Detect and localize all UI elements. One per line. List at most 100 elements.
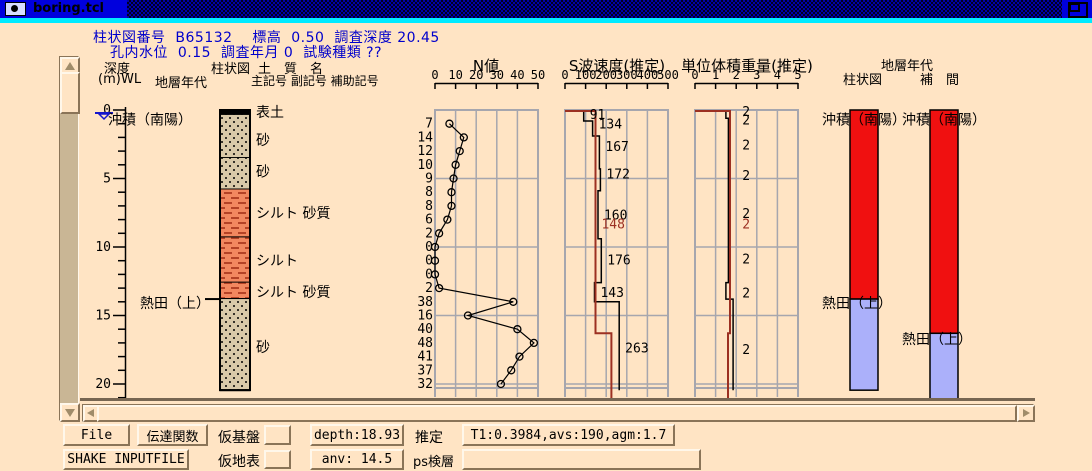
- step-value-label: 2: [742, 217, 750, 232]
- file-button[interactable]: File: [63, 424, 130, 446]
- step-value-label: 134: [599, 117, 623, 132]
- step-value-label: 2: [742, 105, 750, 120]
- svg-text:5: 5: [103, 172, 111, 187]
- soil-layer: [220, 282, 250, 300]
- svg-text:0: 0: [103, 103, 111, 118]
- horizontal-scrollbar-thumb[interactable]: [97, 405, 1017, 422]
- window-accent-strip: [0, 18, 1092, 23]
- step-value-label: 143: [600, 286, 623, 301]
- soil-name-label: シルト: [256, 254, 298, 270]
- shake-inputfile-button[interactable]: SHAKE INPUTFILE: [63, 449, 189, 470]
- n-value-point: [430, 242, 440, 252]
- scroll-right-button[interactable]: [1017, 405, 1035, 422]
- arrow-up-icon: [65, 62, 75, 70]
- n-value-label: 0: [425, 254, 433, 269]
- svg-text:4: 4: [774, 68, 781, 82]
- right-column-header: 柱状図: [843, 73, 883, 88]
- column-header: 柱状図: [211, 62, 251, 77]
- n-value-label: 37: [417, 363, 433, 378]
- suitei-line: [725, 110, 734, 391]
- transfer-function-button[interactable]: 伝達関数: [137, 424, 208, 446]
- n-value-label: 32: [417, 377, 433, 392]
- era-labels: 沖積（南陽） 熱田（上）: [108, 113, 220, 312]
- era-label: 熱田（上）: [140, 296, 210, 312]
- n-value-label: 14: [417, 130, 433, 145]
- n-value-point: [513, 325, 522, 334]
- n-value-point: [509, 297, 518, 306]
- era-column-label: 熱田（上）: [902, 332, 972, 348]
- header-line-1: 柱状図番号 B65132 標高 0.50 調査深度 20.45: [93, 30, 440, 46]
- svg-text:300: 300: [616, 68, 638, 82]
- water-level-icon: [95, 112, 113, 121]
- surface-input[interactable]: [264, 450, 291, 469]
- n-value-label: 7: [425, 117, 433, 132]
- soil-codes-header: 主記号 副記号 補助記号: [251, 74, 379, 88]
- n-value-point: [430, 270, 440, 279]
- svg-text:2: 2: [733, 68, 740, 82]
- canvas-bottom-border: [80, 398, 1035, 401]
- estimate-label: 推定: [415, 430, 443, 446]
- soil-layer: [220, 189, 250, 238]
- window-menu-button[interactable]: [5, 2, 26, 16]
- era-label: 沖積（南陽）: [108, 113, 192, 129]
- n-value-point: [449, 174, 458, 183]
- step-value-label: 176: [607, 254, 630, 269]
- vertical-scrollbar-thumb[interactable]: [60, 72, 80, 114]
- n-value-label: 16: [417, 309, 433, 324]
- header-line-2: 孔内水位 0.15 調査年月 0 試験種類 ??: [110, 45, 383, 61]
- soil-layer: [220, 110, 250, 115]
- svg-text:40: 40: [510, 68, 524, 82]
- era-segment: [929, 332, 959, 401]
- interp-column-chart: 沖積（南陽） 熱田（上）: [902, 109, 986, 401]
- surface-label: 仮地表: [218, 454, 260, 470]
- svg-text:30: 30: [490, 68, 504, 82]
- base-rock-input[interactable]: [264, 425, 291, 445]
- step-value-label: 2: [742, 169, 750, 184]
- n-value-point: [463, 311, 473, 320]
- n-value-label: 0: [425, 240, 433, 255]
- n-value-label: 10: [417, 158, 433, 173]
- arrow-right-icon: [1023, 409, 1030, 417]
- era-header: 地層年代: [155, 76, 208, 91]
- n-value-point: [451, 160, 460, 169]
- depth-unit-header: (m): [98, 72, 121, 87]
- soil-layer: [220, 114, 250, 158]
- step-value-label: 2: [742, 343, 750, 358]
- step-value-label: 160: [604, 208, 627, 223]
- window-menu-circle-icon: [11, 5, 18, 12]
- svg-text:0: 0: [561, 68, 568, 82]
- n-value-title: N値: [472, 57, 500, 75]
- ps-logging-label: ps検層: [413, 455, 455, 470]
- svg-text:5: 5: [794, 68, 801, 82]
- vertical-scrollbar[interactable]: [59, 56, 80, 422]
- soil-name-label: 砂: [256, 133, 270, 149]
- n-value-label: 6: [425, 213, 433, 228]
- svg-text:10: 10: [448, 68, 462, 82]
- right-interp-header: 補 間: [920, 73, 960, 88]
- era-column-label: 熱田（上）: [822, 296, 892, 312]
- n-value-point: [459, 133, 468, 142]
- era-column-label: 沖積（南陽）: [902, 113, 986, 129]
- soil-layer: [220, 237, 250, 283]
- window-title: boring.tcl: [33, 1, 104, 16]
- step-value-label: 2: [742, 287, 750, 302]
- horizontal-scrollbar[interactable]: [82, 404, 1035, 422]
- title-bar[interactable]: boring.tcl: [0, 0, 1092, 18]
- n-value-point: [496, 379, 506, 389]
- era-segment: [849, 298, 879, 391]
- soil-name-label: 表土: [256, 105, 284, 121]
- n-value-point: [529, 338, 539, 348]
- svg-text:200: 200: [595, 68, 617, 82]
- svg-text:0: 0: [691, 68, 698, 82]
- n-value-point: [447, 188, 456, 197]
- maximize-button[interactable]: [1068, 2, 1088, 18]
- ps-logging-input[interactable]: [462, 449, 701, 470]
- svg-text:10: 10: [95, 240, 111, 255]
- scroll-down-button[interactable]: [60, 403, 80, 422]
- era-column-chart: 沖積（南陽） 熱田（上）: [822, 109, 906, 391]
- n-value-label: 48: [417, 336, 433, 351]
- estimate-value-box: T1:0.3984,avs:190,agm:1.7: [462, 424, 675, 446]
- n-value-label: 9: [425, 172, 433, 187]
